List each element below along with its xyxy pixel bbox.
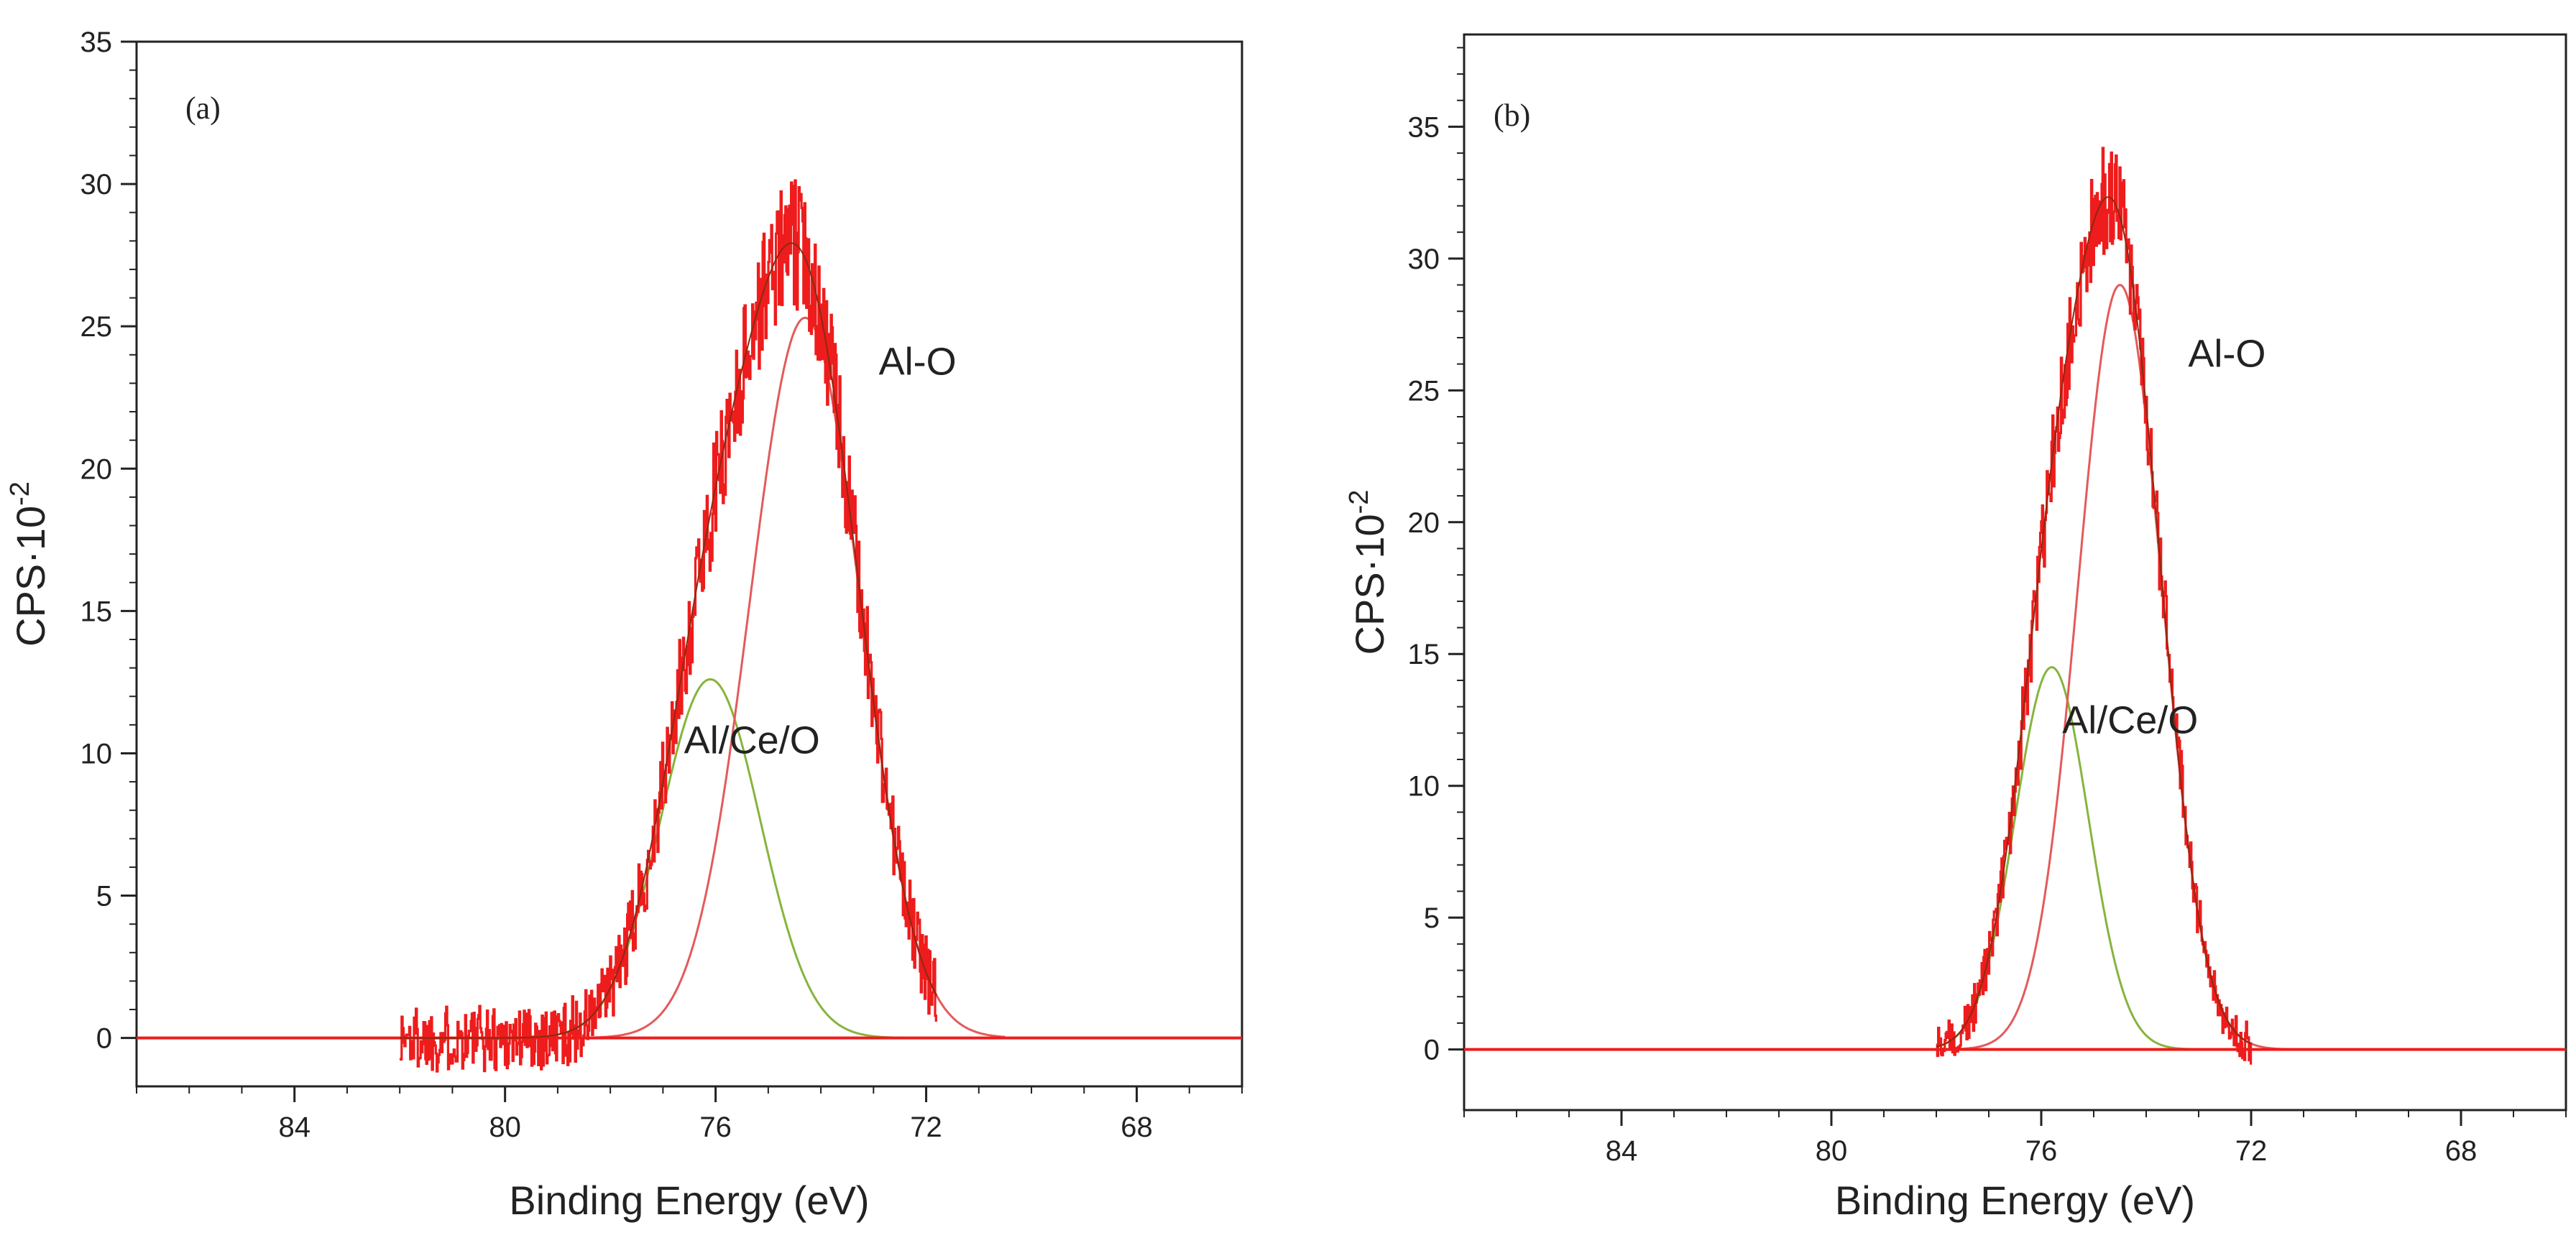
y-axis-title-main: CPS·10 bbox=[1347, 514, 1392, 655]
x-tick-label: 80 bbox=[489, 1112, 521, 1143]
chart-panel-a: 84 80 76 72 68 0 5 10 15 20 25 30 35 Binding Energy (… bbox=[5, 27, 1243, 1223]
measured-envelope bbox=[1936, 147, 2253, 1065]
plot-frame bbox=[1463, 33, 2567, 1112]
y-tick-label: 5 bbox=[1424, 902, 1440, 934]
y-axis-title: CPS·10-2 bbox=[1344, 490, 1392, 655]
y-tick-label: 25 bbox=[80, 311, 113, 343]
y-axis-title-main: CPS·10 bbox=[8, 506, 53, 647]
plot-area bbox=[1464, 147, 2566, 1065]
y-tick-label: 15 bbox=[80, 596, 113, 627]
peak-label-al-ce-o: Al/Ce/O bbox=[2062, 698, 2198, 741]
plot-frame bbox=[135, 40, 1243, 1088]
panel-label: (b) bbox=[1494, 98, 1530, 133]
x-axis-title: Binding Energy (eV) bbox=[509, 1178, 869, 1223]
y-tick-label: 0 bbox=[96, 1023, 112, 1055]
x-tick-label: 80 bbox=[1816, 1135, 1848, 1167]
measured-envelope bbox=[399, 179, 937, 1073]
x-axis-title: Binding Energy (eV) bbox=[1835, 1178, 2195, 1223]
chart-panel-b: 84 80 76 72 68 0 5 10 15 20 25 30 35 Binding Energy (… bbox=[1344, 33, 2567, 1223]
x-tick-label: 76 bbox=[2025, 1135, 2058, 1167]
peak-label-al-ce-o: Al/Ce/O bbox=[684, 718, 820, 762]
peak-label-al-o: Al-O bbox=[879, 341, 957, 384]
y-tick-label: 5 bbox=[96, 881, 112, 912]
plot-area bbox=[137, 179, 1242, 1073]
y-axis-title-superscript: -2 bbox=[1344, 490, 1374, 514]
y-tick-label: 20 bbox=[80, 453, 113, 485]
y-tick-label: 10 bbox=[80, 738, 113, 770]
panel-label: (a) bbox=[185, 91, 221, 126]
y-tick-label: 20 bbox=[1408, 507, 1440, 539]
y-tick-label: 30 bbox=[80, 169, 113, 200]
y-tick-label: 30 bbox=[1408, 244, 1440, 275]
y-axis-title: CPS·10-2 bbox=[5, 481, 53, 647]
fitted-envelope bbox=[400, 242, 938, 1039]
y-tick-label: 10 bbox=[1408, 771, 1440, 803]
x-tick-label: 84 bbox=[1606, 1135, 1638, 1167]
y-tick-label: 15 bbox=[1408, 639, 1440, 670]
x-tick-label: 84 bbox=[278, 1112, 310, 1143]
y-axis-title-superscript: -2 bbox=[5, 481, 35, 506]
y-tick-label: 25 bbox=[1408, 375, 1440, 407]
peak-label-al-o: Al-O bbox=[2188, 332, 2266, 375]
y-tick-label: 35 bbox=[80, 27, 113, 58]
fitted-envelope bbox=[1936, 196, 2252, 1048]
x-tick-label: 68 bbox=[2445, 1135, 2478, 1167]
y-tick-label: 0 bbox=[1424, 1035, 1440, 1066]
x-tick-label: 72 bbox=[910, 1112, 942, 1143]
x-tick-label: 76 bbox=[699, 1112, 732, 1143]
y-tick-label: 35 bbox=[1408, 111, 1440, 143]
x-tick-label: 68 bbox=[1121, 1112, 1153, 1143]
x-tick-label: 72 bbox=[2235, 1135, 2268, 1167]
